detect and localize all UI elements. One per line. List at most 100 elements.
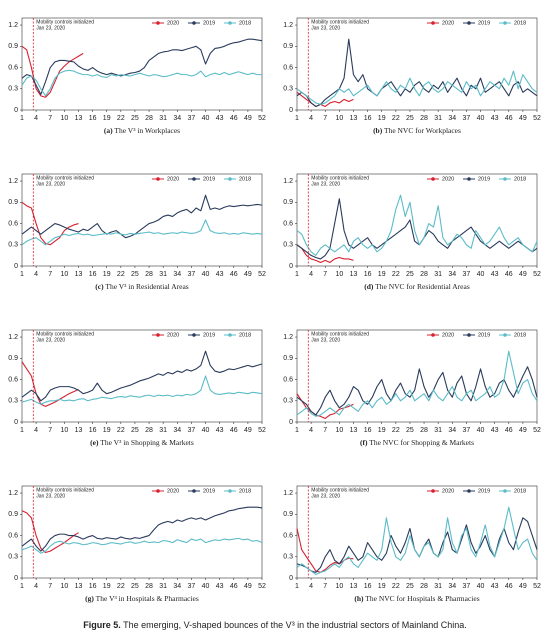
legend-label: 2020 [167,176,179,182]
x-tick-label: 37 [188,583,196,590]
x-tick-label: 52 [258,115,266,122]
x-tick-label: 52 [533,583,541,590]
legend-marker [431,21,435,25]
x-tick-label: 4 [34,583,38,590]
x-tick-label: 37 [463,583,471,590]
legend-label: 2019 [478,20,490,26]
x-tick-label: 10 [335,115,343,122]
x-tick-label: 13 [350,583,358,590]
x-tick-label: 1 [20,427,24,434]
x-tick-label: 46 [230,115,238,122]
x-tick-label: 40 [477,271,485,278]
x-tick-label: 37 [188,115,196,122]
series-line [21,375,263,405]
x-tick-label: 28 [420,115,428,122]
series-line [21,219,263,246]
y-tick-label: 1.2 [8,22,18,29]
x-tick-label: 46 [230,271,238,278]
x-tick-label: 37 [188,271,196,278]
x-tick-label: 28 [145,115,153,122]
chart-panel: 0 0.3 0.6 0.9 1.2 1 4 7 10 13 16 19 22 25 28 31 34 37 40 43… [283,485,541,603]
legend-marker [156,333,160,337]
annotation: Mobility controls initialized [311,487,369,493]
legend-label: 2019 [203,20,215,26]
x-tick-label: 28 [145,271,153,278]
x-tick-label: 10 [60,271,68,278]
x-tick-label: 25 [406,583,414,590]
y-tick-label: 0.3 [283,398,293,405]
chart-title: The V³ in Residential Areas [105,282,188,291]
chart-title: The V³ in Shopping & Markets [100,438,194,447]
plot-frame [296,173,538,267]
x-tick-label: 19 [378,583,386,590]
x-tick-label: 7 [48,427,52,434]
x-tick-label: 25 [406,271,414,278]
x-tick-label: 7 [323,115,327,122]
x-tick-label: 46 [505,115,513,122]
x-tick-label: 34 [448,427,456,434]
chart-panel: 0 0.3 0.6 0.9 1.2 1 4 7 10 13 16 19 22 25 28 31 34 37 40 43… [8,17,266,135]
annotation: Mobility controls initialized [311,331,369,337]
x-tick-label: 43 [216,427,224,434]
chart-caption: (f) The NVC for Shopping & Markets [360,438,474,447]
x-tick-label: 25 [131,271,139,278]
x-tick-label: 10 [60,427,68,434]
x-tick-label: 1 [295,583,299,590]
x-tick-label: 43 [491,271,499,278]
legend-label: 2018 [514,332,526,338]
series-line [21,350,263,402]
y-tick-label: 0.6 [8,376,18,383]
y-tick-label: 0.3 [8,554,18,561]
x-tick-label: 46 [230,427,238,434]
x-tick-label: 7 [323,583,327,590]
legend-marker [156,489,160,493]
x-tick-label: 46 [505,271,513,278]
legend-label: 2020 [442,20,454,26]
chart-label: (g) [85,594,94,603]
plot-frame [296,329,538,423]
x-tick-label: 25 [131,115,139,122]
x-tick-label: 34 [448,271,456,278]
x-tick-label: 4 [309,427,313,434]
legend-marker [228,333,232,337]
x-tick-label: 43 [216,271,224,278]
x-tick-label: 13 [350,271,358,278]
legend-marker [503,177,507,181]
x-tick-label: 19 [378,115,386,122]
x-tick-label: 46 [505,427,513,434]
x-tick-label: 37 [463,271,471,278]
x-tick-label: 4 [34,271,38,278]
x-tick-label: 31 [159,115,167,122]
chart-label: (b) [373,126,383,135]
y-tick-label: 1.2 [8,490,18,497]
series-line [21,69,262,97]
series-line [296,244,354,264]
y-tick-label: 1.2 [283,490,293,497]
x-tick-label: 46 [505,583,513,590]
x-tick-label: 10 [335,427,343,434]
chart-panel: 0 0.3 0.6 0.9 1.2 1 4 7 10 13 16 19 22 25 28 31 34 37 40 43… [283,173,541,291]
annotation: Mobility controls initialized [36,19,94,25]
x-tick-label: 19 [378,427,386,434]
y-tick-label: 0 [289,419,293,426]
legend-marker [192,333,196,337]
x-tick-label: 16 [89,271,97,278]
x-tick-label: 4 [34,427,38,434]
annotation: Jan 23, 2020 [36,493,65,499]
x-tick-label: 37 [188,427,196,434]
x-tick-label: 25 [406,115,414,122]
x-tick-label: 16 [89,583,97,590]
x-tick-label: 49 [519,115,527,122]
series-line [296,506,538,576]
chart-label: (e) [90,438,99,447]
x-tick-label: 13 [75,427,83,434]
x-tick-label: 19 [103,427,111,434]
annotation: Jan 23, 2020 [311,25,340,31]
x-tick-label: 25 [406,427,414,434]
chart-caption: (e) The V³ in Shopping & Markets [90,438,194,447]
x-tick-label: 40 [202,427,210,434]
y-tick-label: 0.3 [283,554,293,561]
chart-panel: 0 0.3 0.6 0.9 1.2 1 4 7 10 13 16 19 22 25 28 31 34 37 40 43… [8,173,266,291]
plot-frame [21,329,263,423]
